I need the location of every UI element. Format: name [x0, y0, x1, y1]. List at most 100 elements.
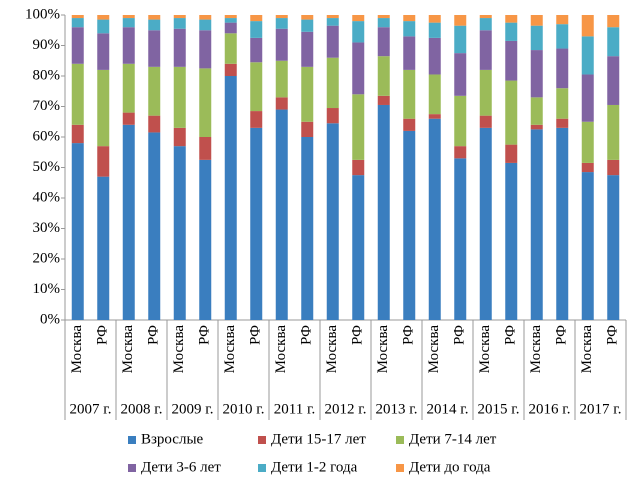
bar-segment	[173, 146, 186, 320]
x-tick-label: РФ	[401, 325, 417, 345]
bar-segment	[275, 18, 288, 29]
bar-segment	[607, 15, 620, 28]
group-label: 2011 г.	[274, 401, 315, 417]
bar-segment	[428, 37, 441, 75]
bar-segment	[556, 15, 569, 25]
bar-segment	[148, 66, 161, 116]
group-label: 2007 г.	[70, 401, 112, 417]
y-tick-label: 100%	[25, 6, 60, 22]
bar-segment	[377, 95, 390, 105]
bar-segment	[556, 127, 569, 320]
x-tick-label: РФ	[299, 325, 315, 345]
y-tick-label: 80%	[33, 67, 61, 83]
bar-segment	[199, 68, 212, 137]
bar-segment	[403, 21, 416, 37]
bar-segment	[377, 27, 390, 57]
group-label: 2008 г.	[121, 401, 163, 417]
bar-segment	[97, 146, 110, 177]
bar-segment	[122, 63, 135, 113]
x-tick-label: РФ	[197, 325, 213, 345]
legend-label: Взрослые	[141, 431, 204, 447]
bar-segment	[224, 63, 237, 76]
bar-segment	[122, 15, 135, 19]
bar-segment	[122, 112, 135, 125]
bar-segment	[581, 36, 594, 75]
x-tick-label: Москва	[69, 325, 85, 374]
legend-label: Дети 7-14 лет	[409, 431, 497, 447]
x-tick-label: РФ	[503, 325, 519, 345]
bar-segment	[479, 127, 492, 320]
bar-segment	[275, 28, 288, 61]
bar-segment	[505, 22, 518, 41]
bar-segment	[530, 124, 543, 130]
bar-segment	[581, 172, 594, 320]
bar-segment	[530, 129, 543, 320]
bar-segment	[326, 123, 339, 321]
group-label: 2009 г.	[172, 401, 214, 417]
bar-segment	[97, 19, 110, 34]
bar-segment	[581, 15, 594, 37]
x-tick-label: РФ	[146, 325, 162, 345]
legend-label: Дети 3-6 лет	[141, 459, 221, 475]
legend-label: Дети 1-2 года	[271, 459, 358, 475]
bar-segment	[173, 127, 186, 147]
bar-segment	[71, 18, 84, 28]
x-tick-label: Москва	[273, 325, 289, 374]
bar-segment	[530, 25, 543, 51]
bar-segment	[148, 132, 161, 320]
group-label: 2014 г.	[427, 401, 469, 417]
bar-segment	[122, 18, 135, 28]
bar-segment	[479, 18, 492, 31]
legend-swatch	[396, 436, 404, 444]
bar-segment	[352, 15, 365, 22]
bar-segment	[377, 18, 390, 28]
x-tick-label: Москва	[120, 325, 136, 374]
bar-segment	[352, 159, 365, 176]
x-tick-label: РФ	[248, 325, 264, 345]
bar-segment	[224, 18, 237, 23]
y-tick-label: 20%	[33, 250, 61, 266]
bar-segment	[403, 36, 416, 70]
y-tick-label: 60%	[33, 128, 61, 144]
bar-segment	[250, 111, 263, 128]
bar-segment	[403, 69, 416, 119]
bar-segment	[454, 25, 467, 54]
bar-segment	[326, 18, 339, 26]
bar-segment	[250, 21, 263, 38]
bar-segment	[479, 30, 492, 70]
bar-segment	[173, 15, 186, 19]
legend-swatch	[128, 464, 136, 472]
bar-segment	[224, 76, 237, 320]
x-tick-label: РФ	[605, 325, 621, 345]
bar-segment	[250, 15, 263, 22]
bar-segment	[224, 15, 237, 19]
bar-segment	[275, 109, 288, 320]
x-tick-label: Москва	[528, 325, 544, 374]
x-tick-label: Москва	[222, 325, 238, 374]
bar-segment	[377, 56, 390, 96]
bar-segment	[250, 37, 263, 63]
bar-segment	[301, 137, 314, 320]
bar-segment	[71, 143, 84, 320]
group-label: 2013 г.	[376, 401, 418, 417]
y-tick-label: 30%	[33, 220, 61, 236]
bar-segment	[581, 162, 594, 173]
bar-segment	[403, 118, 416, 131]
legend-label: Дети до года	[409, 459, 491, 475]
group-label: 2010 г.	[223, 401, 265, 417]
bar-segment	[148, 15, 161, 20]
bar-segment	[454, 158, 467, 320]
bar-segment	[581, 74, 594, 122]
x-tick-label: Москва	[171, 325, 187, 374]
bar-segment	[581, 121, 594, 163]
x-tick-label: Москва	[426, 325, 442, 374]
legend-label: Дети 15-17 лет	[271, 431, 366, 447]
bar-segment	[326, 15, 339, 19]
x-tick-label: Москва	[324, 325, 340, 374]
bar-segment	[173, 18, 186, 29]
bar-segment	[454, 15, 467, 26]
bar-segment	[556, 88, 569, 119]
bar-segment	[428, 15, 441, 23]
bar-segment	[607, 159, 620, 176]
bar-segment	[71, 124, 84, 144]
